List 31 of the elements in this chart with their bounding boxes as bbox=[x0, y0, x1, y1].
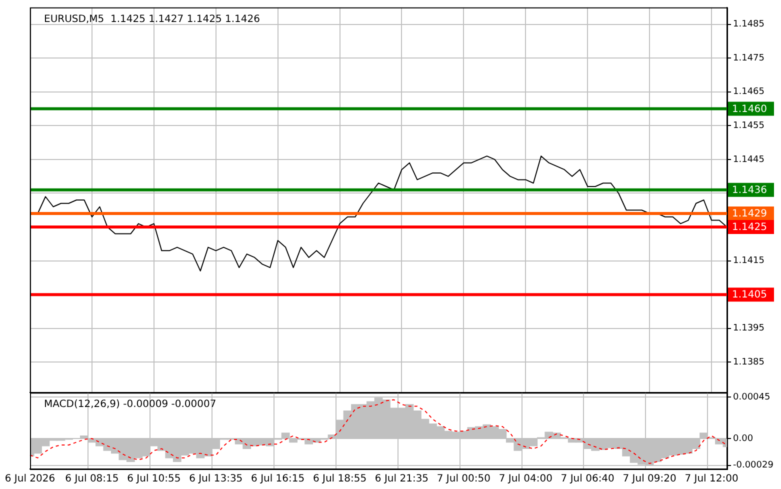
x-tick-label: 6 Jul 16:15 bbox=[251, 474, 305, 485]
x-tick-label: 7 Jul 00:50 bbox=[436, 474, 490, 485]
y-tick-label: 1.1465 bbox=[733, 87, 764, 98]
y-tick-label: 1.1385 bbox=[733, 358, 764, 368]
y-tick-label: 1.1455 bbox=[733, 121, 764, 132]
y-tick-label: 0.00045 bbox=[733, 392, 770, 402]
y-tick-label: 1.1485 bbox=[733, 20, 764, 30]
x-tick-label: 6 Jul 13:35 bbox=[189, 474, 243, 485]
text: MACD(12,26,9) -0.00009 -0.00007 bbox=[44, 398, 216, 410]
x-tick-label: 6 Jul 2026 bbox=[4, 474, 56, 485]
ref-line-label: 1.1425 bbox=[732, 222, 767, 234]
y-tick-label: 0.00 bbox=[733, 434, 754, 444]
y-tick-label: 1.1415 bbox=[733, 256, 764, 266]
ref-line-label: 1.1436 bbox=[732, 184, 767, 196]
line-series bbox=[30, 399, 728, 464]
y-tick-label: 1.1475 bbox=[733, 53, 764, 64]
y-tick-label: 1.1445 bbox=[733, 154, 764, 165]
y-tick-label: 1.1395 bbox=[733, 324, 764, 334]
ref-line-label: 1.1405 bbox=[732, 290, 767, 301]
ref-line-label: 1.1460 bbox=[732, 104, 767, 115]
y-tick-label: -0.00029 bbox=[733, 460, 774, 471]
text: EURUSD,M5 1.1425 1.1427 1.1425 1.1426 bbox=[44, 14, 260, 25]
x-tick-label: 6 Jul 10:55 bbox=[127, 474, 181, 485]
x-tick-label: 7 Jul 06:40 bbox=[560, 474, 614, 485]
x-tick-label: 7 Jul 04:00 bbox=[498, 474, 552, 485]
x-tick-label: 7 Jul 09:20 bbox=[622, 474, 676, 485]
x-tick-label: 7 Jul 12:00 bbox=[684, 474, 738, 485]
x-tick-label: 6 Jul 18:55 bbox=[312, 474, 367, 485]
x-tick-label: 6 Jul 21:35 bbox=[374, 474, 429, 485]
ref-line-label: 1.1429 bbox=[732, 208, 767, 220]
x-tick-label: 6 Jul 08:15 bbox=[65, 474, 119, 485]
